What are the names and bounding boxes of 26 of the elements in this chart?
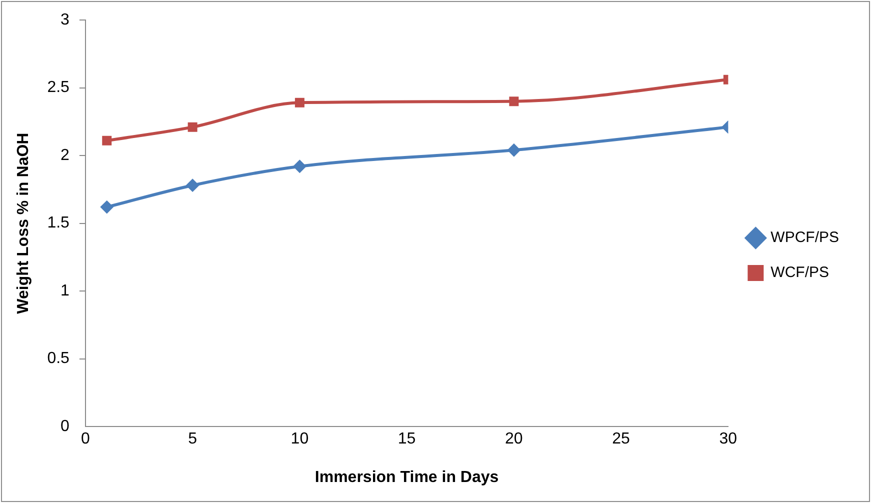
legend-label: WCF/PS <box>770 264 830 282</box>
x-axis-title: Immersion Time in Days <box>314 468 499 486</box>
y-tick-label: 2.5 <box>47 79 70 96</box>
y-tick-label: 2 <box>60 146 70 164</box>
x-tick-label: 15 <box>398 430 416 448</box>
y-tick-label: 3 <box>60 11 70 28</box>
point <box>186 178 200 192</box>
y-tick-label: 0 <box>60 418 70 436</box>
point <box>100 200 114 214</box>
y-axis-title: Weight Loss % in NaOH <box>15 132 32 314</box>
x-tick-label: 30 <box>719 430 738 448</box>
point <box>507 144 520 157</box>
y-tick-label: 1 <box>60 282 70 300</box>
point <box>102 136 112 146</box>
point <box>188 122 198 132</box>
x-tick-label: 10 <box>290 430 309 448</box>
x-tick-label: 20 <box>505 430 523 448</box>
legend-label: WPCF/PS <box>770 229 840 246</box>
x-tick-label: 25 <box>612 430 630 448</box>
point <box>294 98 304 108</box>
x-tick-label: 5 <box>188 430 198 448</box>
y-tick-label: 1.5 <box>47 214 70 232</box>
x-tick-label: 0 <box>80 430 90 448</box>
y-tick-label: 0.5 <box>47 350 70 368</box>
point <box>509 96 519 106</box>
point <box>293 160 306 173</box>
